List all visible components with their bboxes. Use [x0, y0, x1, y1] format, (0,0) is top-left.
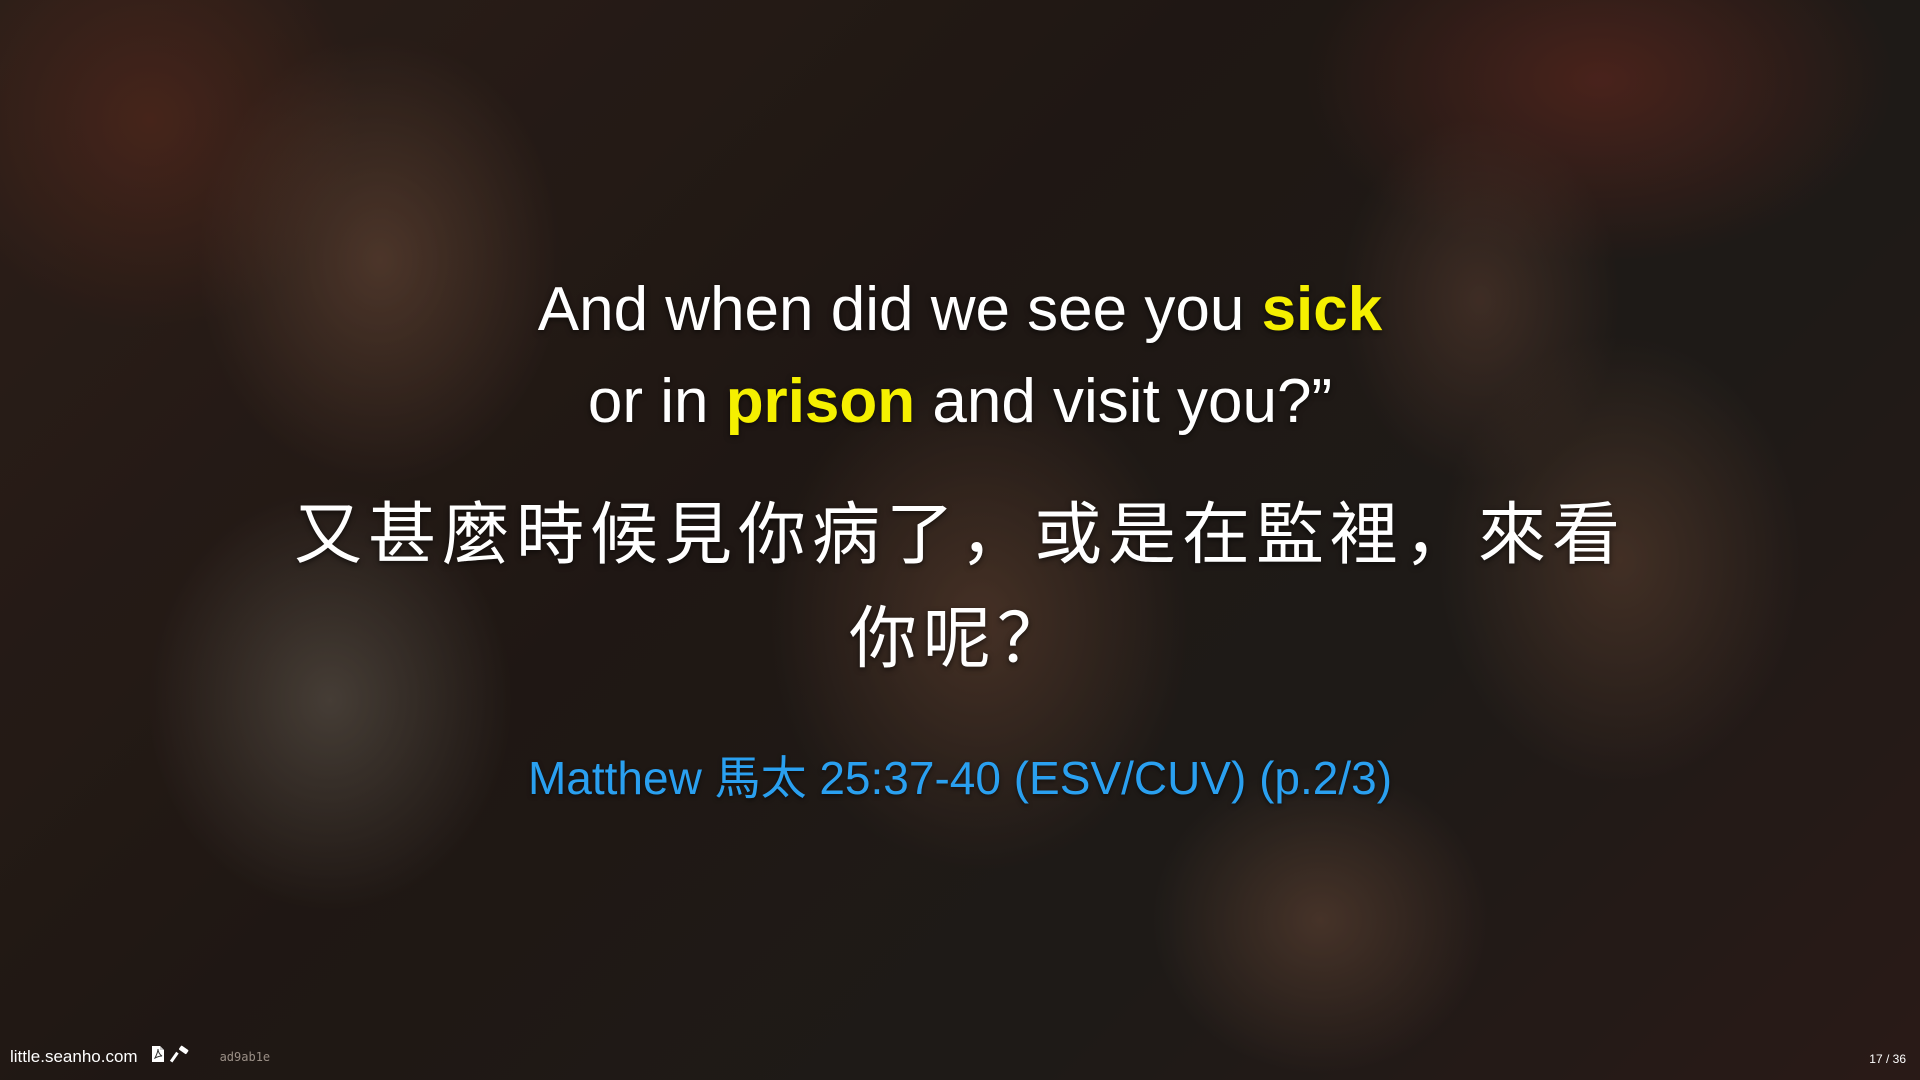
footer-tools [150, 1045, 190, 1068]
pdf-icon[interactable] [150, 1045, 166, 1068]
english-verse-line-1: And when did we see you sick [0, 264, 1920, 356]
hammer-icon[interactable] [169, 1045, 190, 1068]
chinese-verse-line-2: 你呢？ [848, 600, 1071, 679]
commit-hash: ad9ab1e [219, 1049, 271, 1064]
highlight-word-prison: prison [725, 367, 916, 436]
footer: little.seanho.com ad9ab1e [10, 1045, 270, 1068]
site-link[interactable]: little.seanho.com [10, 1046, 138, 1066]
highlight-word-sick: sick [1261, 275, 1383, 344]
page-indicator: 17 / 36 [1869, 1052, 1906, 1066]
english-line2-text-after: and visit you?” [915, 367, 1333, 436]
chinese-verse-line-1: 又甚麼時候見你病了，或是在監裡，來看 [293, 496, 1626, 575]
scripture-reference: Matthew 馬太 25:37-40 (ESV/CUV) (p.2/3) [527, 752, 1393, 804]
english-verse-line-2: or in prison and visit you?” [0, 356, 1920, 448]
english-line2-text-before: or in [587, 367, 726, 436]
english-line1-text: And when did we see you [537, 275, 1262, 344]
